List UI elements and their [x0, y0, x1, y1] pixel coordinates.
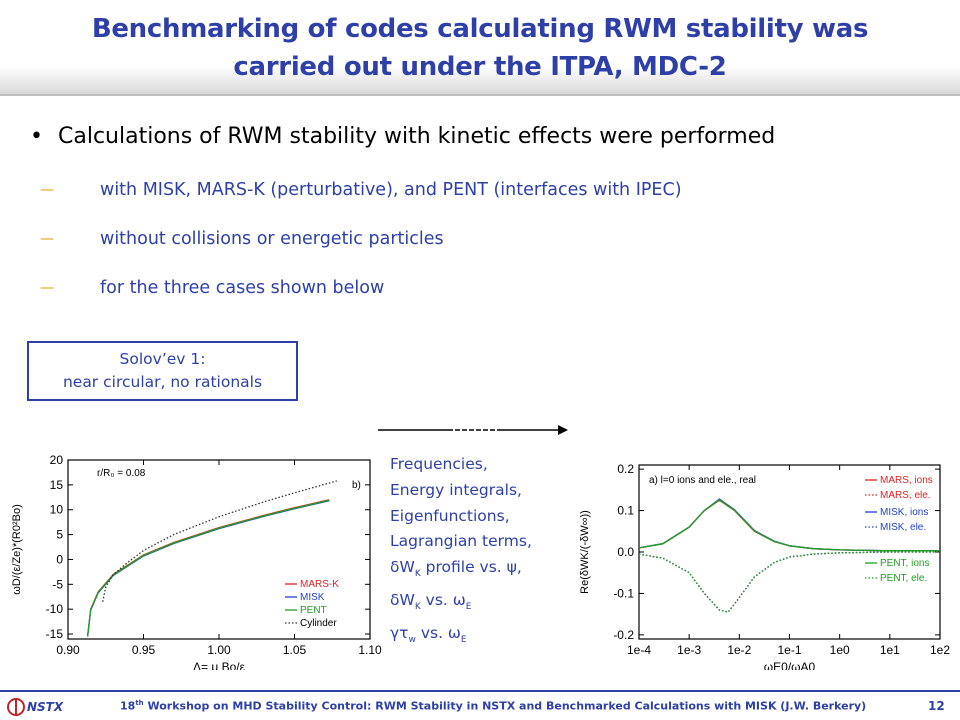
sub-bullet-1: — with MISK, MARS-K (perturbative), and P… [40, 180, 682, 200]
x-tick-label: 0.95 [132, 643, 156, 657]
y-tick-label: -10 [46, 602, 64, 616]
y-tick-label: 20 [50, 453, 64, 467]
x-tick-label: 1.10 [358, 643, 382, 657]
list-subscript: K [414, 569, 421, 580]
legend-entry: PENT [300, 605, 327, 616]
case-box: Solov’ev 1: near circular, no rationals [27, 341, 298, 401]
x-axis-label: Λ= μ Bo/ε [193, 660, 246, 670]
y-axis-label: Re(δWK/(-δW∞)) [579, 510, 591, 594]
x-tick-label: 1e-2 [727, 643, 751, 657]
list-item: δWK profile vs. ψ, [390, 555, 570, 588]
arrow-right-icon [378, 425, 568, 435]
x-tick-label: 1.00 [207, 643, 231, 657]
y-tick-label: -0.2 [613, 628, 634, 642]
sub-bullet-text: without collisions or energetic particle… [100, 229, 444, 249]
list-item: Lagrangian terms, [390, 532, 532, 551]
legend-entry: MARS, ions [880, 475, 933, 486]
page-number: 12 [928, 699, 945, 713]
legend-entry: MISK, ele. [880, 522, 926, 533]
footer-divider [0, 690, 960, 692]
chart-omega-d: 0.90 0.95 1.00 1.05 1.10 20 15 10 5 0 -5 -10 -15 r/R₀… [11, 453, 382, 670]
title-line-1: Benchmarking of codes calculating RWM st… [91, 14, 869, 44]
list-item: Eigenfunctions, [390, 506, 510, 525]
x-tick-label: 1e2 [930, 643, 950, 657]
y-tick-label: -15 [46, 627, 64, 641]
main-bullet-text: Calculations of RWM stability with kinet… [58, 124, 776, 149]
y-tick-label: -5 [52, 577, 63, 591]
plot-annotation: r/R₀ = 0.08 [97, 468, 146, 479]
x-tick-label: 1e0 [830, 643, 850, 657]
case-box-line-2: near circular, no rationals [62, 373, 263, 391]
list-item: Frequencies, [390, 455, 488, 473]
list-subscript: E [460, 635, 467, 646]
sub-bullet-2: — without collisions or energetic particl… [40, 229, 444, 249]
x-tick-label: 0.90 [56, 643, 80, 657]
legend-entry: Cylinder [300, 618, 337, 629]
y-tick-label: 0.2 [617, 462, 634, 476]
x-tick-label: 1e-1 [777, 643, 801, 657]
bullet-dot-icon: • [30, 124, 43, 149]
slide-header: Benchmarking of codes calculating RWM st… [0, 0, 960, 96]
y-tick-label: 5 [56, 528, 63, 542]
legend-entry: MISK, ions [880, 507, 928, 518]
y-tick-label: 15 [50, 478, 64, 492]
sub-bullet-3: — for the three cases shown below [40, 278, 384, 298]
list-subscript: E [465, 602, 472, 613]
legend-entry: MARS-K [300, 579, 339, 590]
series-line [638, 551, 940, 613]
footer-text: 18th Workshop on MHD Stability Control: … [120, 699, 866, 713]
sub-bullet-text: with MISK, MARS-K (perturbative), and PE… [100, 180, 682, 200]
legend-entry: PENT, ions [880, 558, 929, 569]
sub-bullet-text: for the three cases shown below [100, 278, 385, 298]
footer-text-post: Workshop on MHD Stability Control: RWM S… [143, 699, 867, 713]
legend-entry: MARS, ele. [880, 490, 931, 501]
list-text: γτ [390, 623, 409, 642]
y-tick-label: 0.1 [617, 504, 634, 518]
list-item: γτw vs. ωE [390, 621, 570, 654]
x-tick-label: 1e1 [880, 643, 900, 657]
nstx-logo [7, 698, 25, 716]
plot-annotation: a) l=0 ions and ele., real [649, 475, 756, 486]
case-box-line-1: Solov’ev 1: [119, 350, 206, 368]
chart-re-dwk: 1e-4 1e-3 1e-2 1e-1 1e0 1e1 1e2 0.2 0.1 0.0 -0.1 -0… [579, 462, 950, 670]
footer-text-pre: 18 [120, 699, 136, 713]
legend-entry: PENT, ele. [880, 573, 927, 584]
list-item: Energy integrals, [390, 480, 522, 499]
list-subscript: w [408, 635, 416, 646]
x-tick-label: 1e-4 [627, 643, 651, 657]
list-text: δW [390, 591, 415, 610]
plot-annotation: b) [352, 480, 361, 491]
series-line [86, 499, 330, 637]
series-line [638, 499, 940, 552]
nstx-logo-text: NSTX [27, 700, 64, 714]
y-tick-label: 10 [50, 503, 64, 517]
series-line [102, 480, 337, 602]
title-line-2: carried out under the ITPA, MDC-2 [233, 52, 727, 82]
x-tick-label: 1e-3 [677, 643, 701, 657]
x-axis-label: ωE0/ωA0 [764, 660, 816, 670]
main-bullet: • Calculations of RWM stability with kine… [30, 124, 775, 149]
slide-title: Benchmarking of codes calculating RWM st… [30, 10, 930, 86]
dash-icon: — [40, 182, 54, 198]
list-subscript: K [414, 602, 421, 613]
list-text: profile vs. ψ, [420, 558, 522, 577]
dash-icon: — [40, 231, 54, 247]
footer-text-sup: th [135, 699, 144, 707]
frequencies-list: Frequencies, Energy integrals, Eigenfunc… [390, 452, 570, 654]
y-tick-label: -0.1 [613, 586, 634, 600]
legend-entry: MISK [300, 592, 325, 603]
y-tick-label: 0.0 [617, 545, 634, 559]
x-tick-label: 1.05 [283, 643, 307, 657]
y-axis-label: ωD/(ε/Ze)*(R0²Bo) [11, 504, 23, 595]
dash-icon: — [40, 280, 54, 296]
list-text: vs. ω [415, 623, 461, 642]
list-text: δW [390, 558, 415, 577]
list-text: vs. ω [420, 591, 466, 610]
list-item: δWK vs. ωE [390, 588, 570, 621]
y-tick-label: 0 [56, 552, 63, 566]
